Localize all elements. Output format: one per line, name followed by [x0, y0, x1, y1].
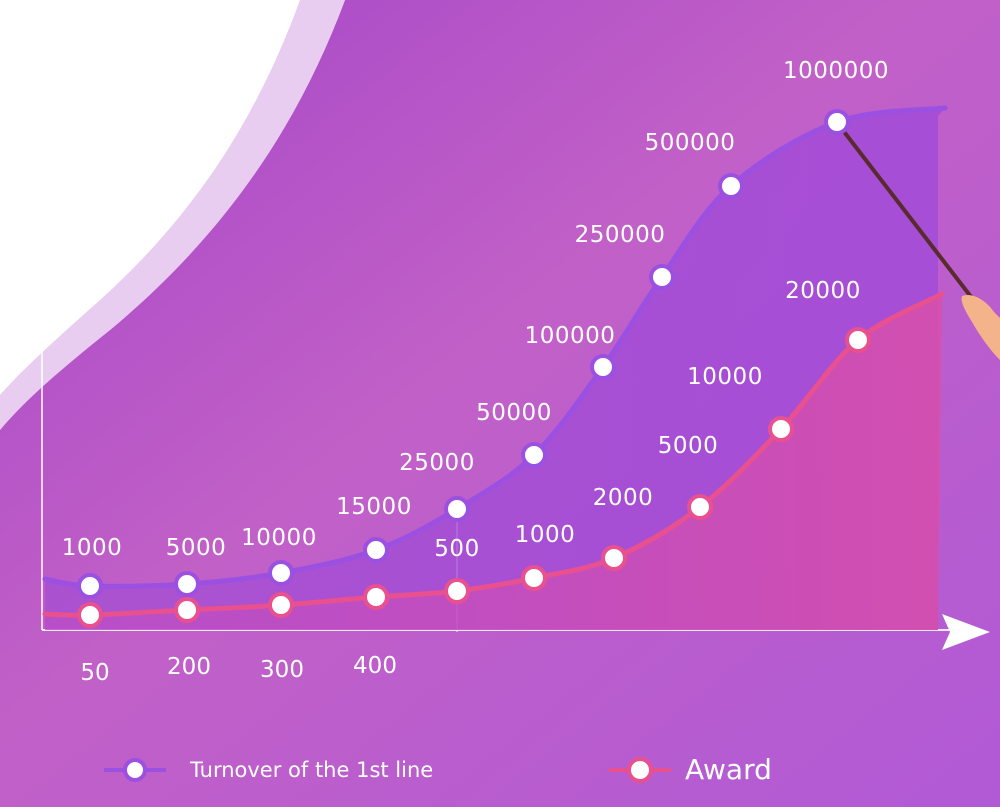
award-data-label: 5000: [658, 433, 719, 459]
turnover-data-label: 25000: [399, 450, 475, 476]
x-tick-label: 300: [260, 657, 304, 683]
turnover-point: [649, 264, 675, 291]
turnover-data-label: 1000: [62, 535, 123, 561]
award-point: [363, 583, 389, 610]
x-tick-label: 200: [167, 654, 211, 680]
turnover-data-label: 250000: [575, 222, 666, 248]
turnover-point: [77, 573, 103, 599]
turnover-data-label: 1000000: [783, 58, 889, 84]
hand-icon: [961, 294, 1000, 360]
legend-label-turnover: Turnover of the 1st line: [190, 758, 434, 782]
award-area: [45, 294, 942, 630]
turnover-point: [718, 173, 744, 200]
award-data-label: 1000: [515, 522, 576, 548]
award-data-label: 500: [434, 536, 479, 562]
turnover-data-label: 50000: [476, 400, 552, 426]
award-point: [77, 602, 103, 628]
turnover-point: [363, 536, 389, 563]
turnover-data-label: 100000: [525, 323, 616, 349]
decor-swoosh-shadow: [0, 0, 345, 430]
turnover-point: [590, 354, 616, 380]
x-tick-label: 400: [353, 653, 397, 679]
x-tick-label: 50: [80, 660, 109, 686]
turnover-data-label: 10000: [241, 525, 317, 551]
pointer-stick-icon: [843, 131, 977, 304]
arrow-right-icon: [942, 614, 990, 650]
award-point: [601, 544, 627, 571]
turnover-data-label: 500000: [645, 130, 736, 156]
award-data-label: 10000: [687, 364, 763, 390]
award-data-label: 20000: [785, 278, 861, 304]
award-data-label: 2000: [593, 485, 654, 511]
data-points: [77, 109, 871, 628]
award-point: [444, 578, 470, 605]
turnover-point: [268, 560, 294, 586]
turnover-point: [521, 442, 547, 469]
legend-label-award: Award: [685, 753, 772, 786]
arrow-up-icon: [28, 20, 56, 50]
legend-item-award: Award: [605, 753, 772, 786]
turnover-point: [444, 496, 470, 523]
award-point: [521, 565, 547, 591]
award-point: [687, 494, 713, 521]
legend-marker-award: [609, 756, 671, 783]
turnover-point: [174, 571, 200, 598]
award-point: [174, 596, 200, 623]
award-point: [845, 327, 871, 353]
legend: Turnover of the 1st line Award: [0, 753, 1000, 807]
turnover-data-label: 5000: [166, 535, 227, 561]
legend-marker-turnover: [104, 758, 166, 782]
award-point: [768, 416, 794, 442]
legend-item-turnover: Turnover of the 1st line: [100, 757, 433, 783]
turnover-data-label: 15000: [336, 494, 412, 520]
x-tick-labels: 50 200 300 400: [80, 653, 397, 686]
turnover-point: [824, 109, 850, 135]
award-point: [268, 591, 294, 618]
